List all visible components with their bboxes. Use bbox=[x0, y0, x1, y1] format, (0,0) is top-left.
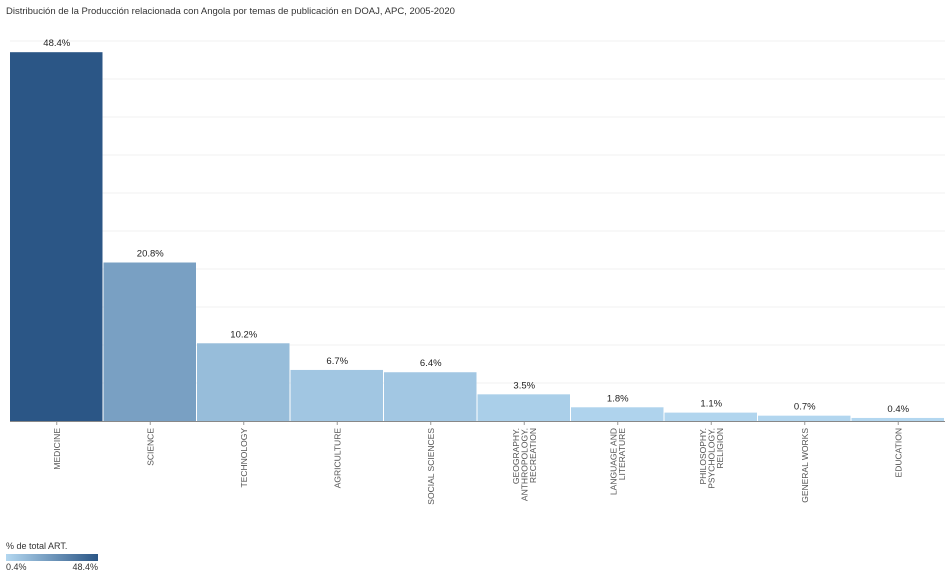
data-label: 48.4% bbox=[43, 38, 70, 49]
svg-text:MEDICINE: MEDICINE bbox=[52, 428, 62, 470]
bar bbox=[103, 262, 196, 421]
color-legend: % de total ART. 0.4% 48.4% bbox=[6, 541, 146, 572]
data-label: 6.7% bbox=[326, 356, 348, 367]
x-tick-label: PHILOSOPHY.PSYCHOLOGY.RELIGION bbox=[698, 428, 725, 489]
x-tick-label: MEDICINE bbox=[52, 428, 62, 470]
data-label: 1.1% bbox=[700, 399, 722, 410]
data-label: 1.8% bbox=[607, 393, 629, 404]
bar-chart: 48.4% 20.8% 10.2% 6.7% 6.4% 3.5% 1.8% 1.1% 0.7% 0… bbox=[10, 38, 945, 505]
svg-text:LANGUAGE ANDLITERATURE: LANGUAGE ANDLITERATURE bbox=[609, 428, 628, 495]
bars bbox=[10, 52, 944, 421]
bar bbox=[664, 412, 757, 421]
svg-text:GENERAL WORKS: GENERAL WORKS bbox=[800, 428, 810, 503]
svg-text:SCIENCE: SCIENCE bbox=[145, 428, 155, 466]
x-tick-label: TECHNOLOGY bbox=[239, 428, 249, 488]
svg-text:GEOGRAPHY.ANTHROPOLOGY.RECREAT: GEOGRAPHY.ANTHROPOLOGY.RECREATION bbox=[511, 428, 538, 501]
chart-title: Distribución de la Producción relacionad… bbox=[6, 6, 455, 17]
x-tick-label: EDUCATION bbox=[893, 428, 903, 477]
bar bbox=[758, 415, 851, 421]
svg-text:AGRICULTURE: AGRICULTURE bbox=[332, 428, 342, 489]
x-tick-label: AGRICULTURE bbox=[332, 428, 342, 489]
data-label: 0.7% bbox=[794, 402, 816, 413]
data-label: 10.2% bbox=[230, 329, 257, 340]
bar bbox=[571, 407, 664, 421]
bar bbox=[10, 52, 103, 421]
bar bbox=[851, 417, 944, 421]
data-label: 20.8% bbox=[137, 249, 164, 260]
gridlines bbox=[10, 40, 945, 384]
svg-text:EDUCATION: EDUCATION bbox=[893, 428, 903, 477]
x-tick-label: GENERAL WORKS bbox=[800, 428, 810, 503]
x-tick-label: SCIENCE bbox=[145, 428, 155, 466]
svg-text:TECHNOLOGY: TECHNOLOGY bbox=[239, 428, 249, 488]
svg-text:SOCIAL SCIENCES: SOCIAL SCIENCES bbox=[426, 428, 436, 505]
legend-min-label: 0.4% bbox=[6, 562, 27, 572]
value-labels: 48.4% 20.8% 10.2% 6.7% 6.4% 3.5% 1.8% 1.1% 0.7% 0… bbox=[43, 38, 909, 415]
bar bbox=[290, 369, 383, 421]
legend-max-label: 48.4% bbox=[72, 562, 98, 572]
x-tick-label: SOCIAL SCIENCES bbox=[426, 428, 436, 505]
data-label: 3.5% bbox=[513, 380, 535, 391]
x-tick-label: GEOGRAPHY.ANTHROPOLOGY.RECREATION bbox=[511, 428, 538, 501]
legend-labels: 0.4% 48.4% bbox=[6, 562, 98, 572]
x-tick-label: LANGUAGE ANDLITERATURE bbox=[609, 428, 628, 495]
bar bbox=[197, 343, 290, 421]
data-label: 6.4% bbox=[420, 358, 442, 369]
svg-text:PHILOSOPHY.PSYCHOLOGY.RELIGION: PHILOSOPHY.PSYCHOLOGY.RELIGION bbox=[698, 428, 725, 489]
legend-gradient bbox=[6, 554, 98, 561]
x-axis: MEDICINE SCIENCE TECHNOLOGY AGRICULTURE SOCI… bbox=[10, 421, 945, 505]
data-label: 0.4% bbox=[887, 404, 909, 415]
bar bbox=[477, 394, 570, 421]
legend-title: % de total ART. bbox=[6, 541, 68, 551]
bar bbox=[384, 372, 477, 421]
